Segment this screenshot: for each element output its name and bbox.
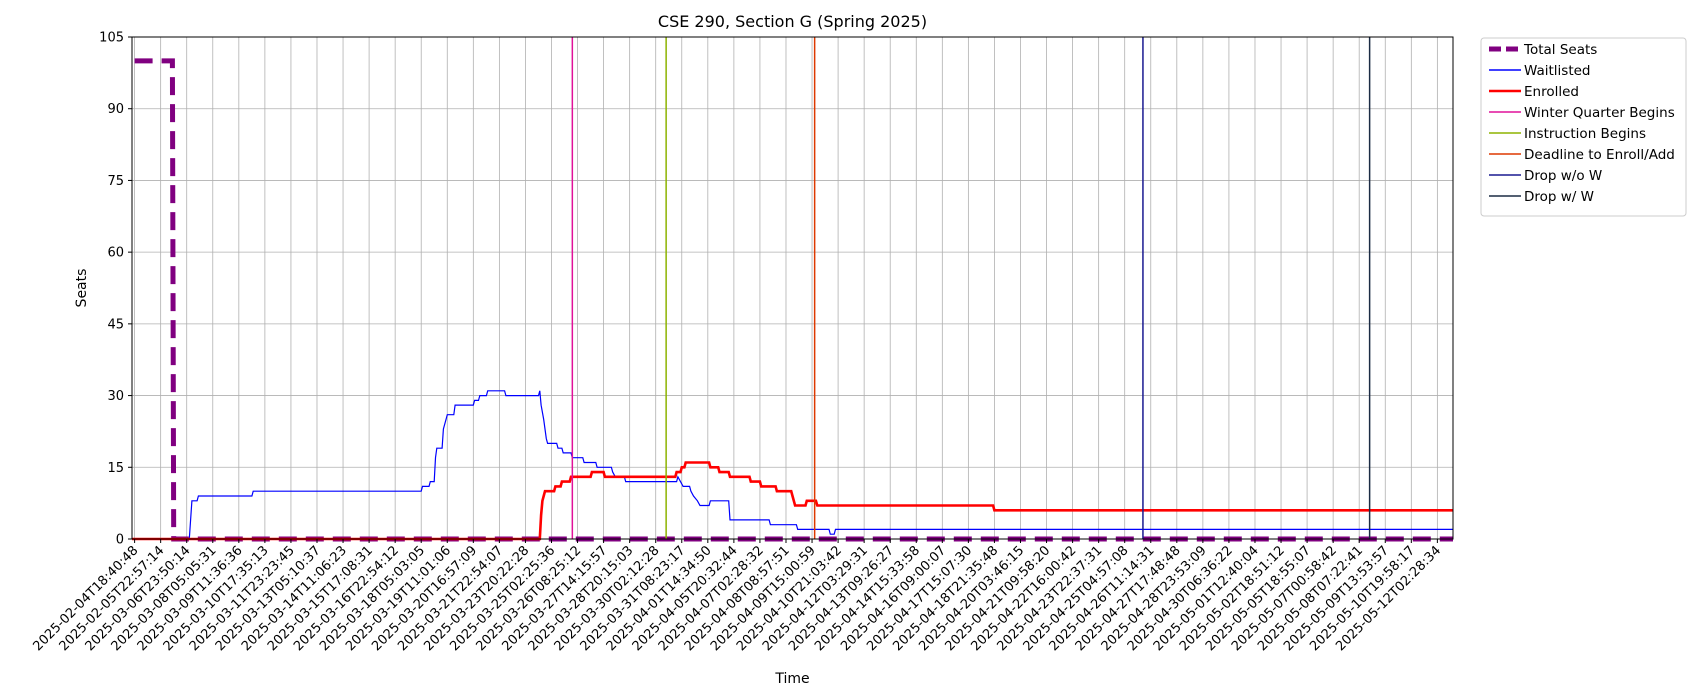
- y-tick-label: 15: [107, 461, 124, 476]
- series-total-seats: [134, 58, 1453, 542]
- legend-label-deadline-to-enroll-add: Deadline to Enroll/Add: [1524, 147, 1675, 163]
- y-tick-label: 75: [107, 174, 124, 189]
- y-tick-label: 60: [107, 246, 124, 261]
- y-tick-label: 90: [107, 102, 124, 117]
- y-tick-label: 30: [107, 389, 124, 404]
- x-axis: 2025-02-04T18:40:482025-02-05T22:57:1420…: [30, 539, 1444, 654]
- series-enrolled: [132, 461, 1453, 541]
- chart-title: CSE 290, Section G (Spring 2025): [658, 12, 927, 31]
- x-axis-title: Time: [774, 671, 809, 687]
- legend-label-enrolled: Enrolled: [1524, 84, 1579, 100]
- legend: Total Seats Waitlisted Enrolled Winter Quar…: [1480, 37, 1687, 217]
- y-axis: 0 15 30 45 60 75 90 105: [99, 31, 132, 548]
- y-axis-title: Seats: [74, 269, 90, 308]
- legend-label-instruction-begins: Instruction Begins: [1524, 126, 1646, 142]
- grid-lines: [132, 36, 1453, 540]
- plot-frame: [131, 36, 1454, 540]
- legend-label-winter-quarter-begins: Winter Quarter Begins: [1524, 105, 1675, 121]
- series-waitlisted: [132, 390, 1453, 540]
- legend-label-waitlisted: Waitlisted: [1524, 63, 1591, 79]
- series-layer: [132, 37, 1453, 542]
- y-tick-label: 0: [116, 533, 124, 548]
- legend-label-drop-w-o-w: Drop w/o W: [1524, 168, 1602, 184]
- y-tick-label: 45: [107, 317, 124, 332]
- legend-label-total-seats: Total Seats: [1523, 42, 1597, 58]
- legend-label-drop-w-w: Drop w/ W: [1524, 189, 1594, 205]
- legend-box: [1480, 37, 1687, 217]
- y-tick-label: 105: [99, 31, 124, 46]
